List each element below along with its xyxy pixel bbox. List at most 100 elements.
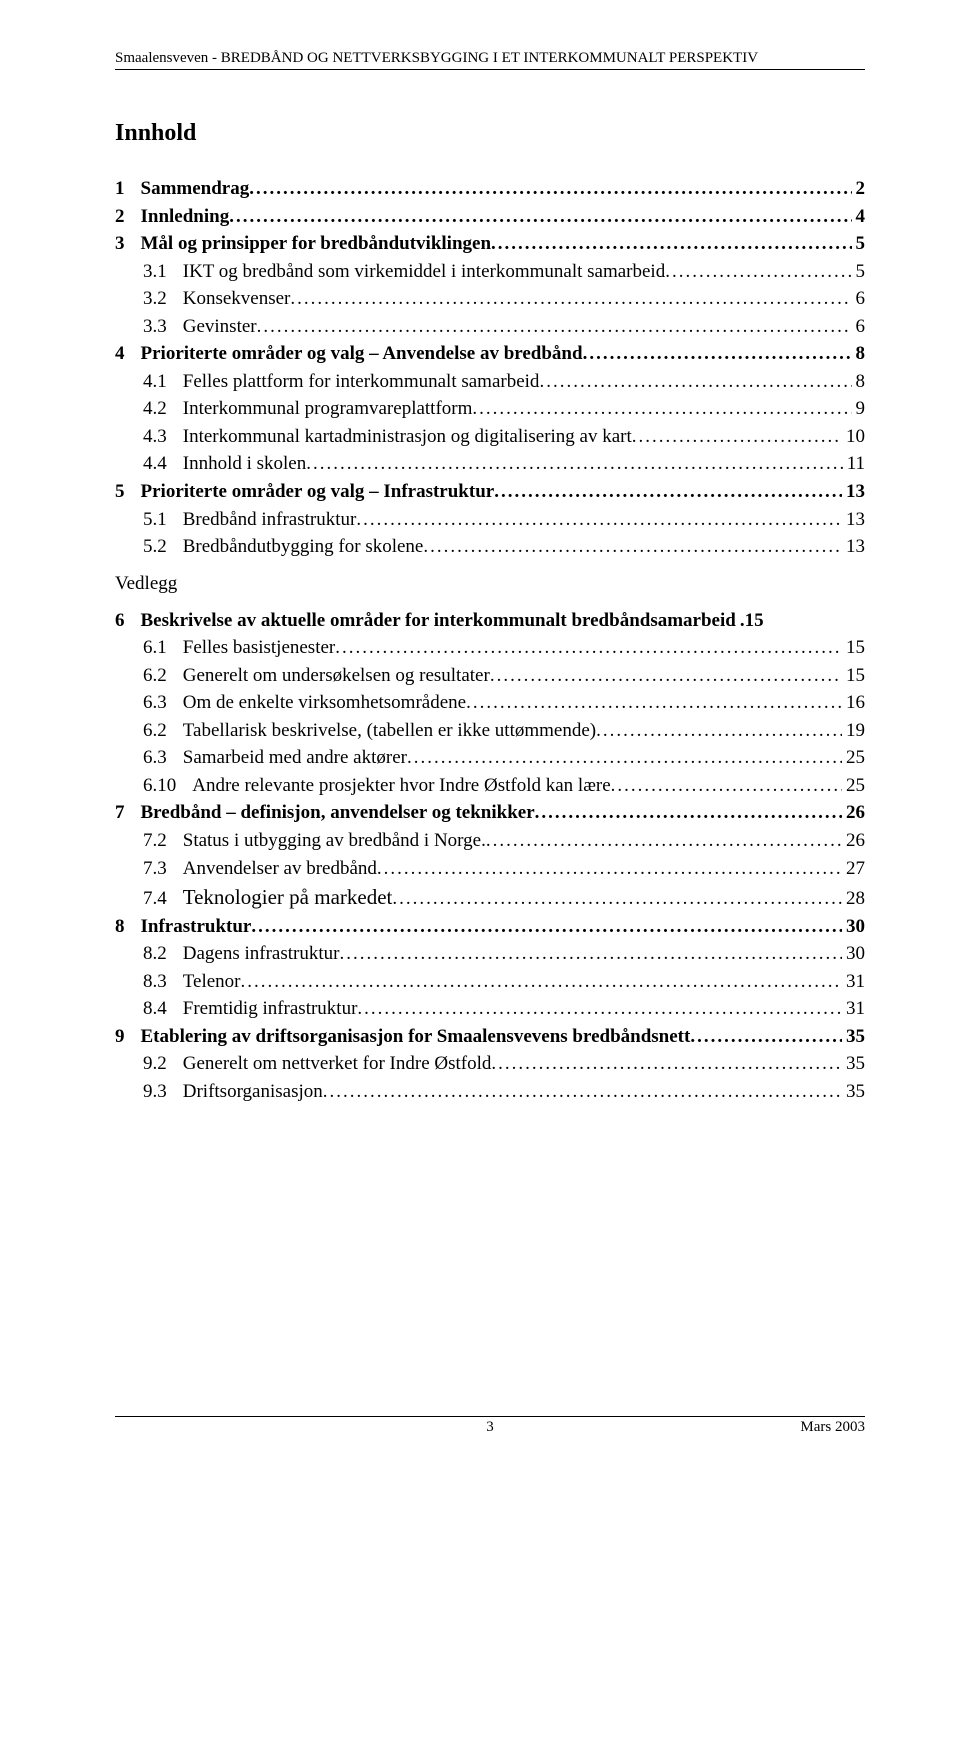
toc-text: Generelt om undersøkelsen og resultater — [183, 662, 490, 690]
toc-row: 3.1IKT og bredbånd som virkemiddel i int… — [115, 258, 865, 286]
toc-number: 7.4 — [143, 885, 183, 913]
toc-number: 7.2 — [143, 827, 183, 855]
toc-row: 8Infrastruktur30 — [115, 913, 865, 941]
toc-page: 19 — [842, 717, 865, 745]
toc-leader-dots — [486, 827, 842, 855]
toc-row: 9.3Driftsorganisasjon35 — [115, 1078, 865, 1106]
toc-row: 6.2Generelt om undersøkelsen og resultat… — [115, 662, 865, 690]
toc-number: 4 — [115, 340, 141, 368]
toc-row: 4Prioriterte områder og valg – Anvendels… — [115, 340, 865, 368]
toc-number: 4.2 — [143, 395, 183, 423]
toc-page: 35 — [842, 1023, 865, 1051]
toc-text: Prioriterte områder og valg – Infrastruk… — [141, 478, 495, 506]
toc-page: 26 — [842, 799, 865, 827]
toc-number: 4.3 — [143, 423, 183, 451]
toc-page: 9 — [852, 395, 866, 423]
toc-row: 7.4Teknologier på markedet28 — [115, 882, 865, 913]
toc-text: Sammendrag — [141, 175, 250, 203]
toc-text: Innhold i skolen — [183, 450, 307, 478]
toc-page: 4 — [852, 203, 866, 231]
footer-rule — [115, 1416, 865, 1417]
toc-number: 8 — [115, 913, 141, 941]
toc-page: .15 — [736, 607, 764, 635]
toc-page: 11 — [843, 450, 865, 478]
toc-number: 9.2 — [143, 1050, 183, 1078]
toc-number: 3.1 — [143, 258, 183, 286]
toc-number: 2 — [115, 203, 141, 231]
toc-number: 9.3 — [143, 1078, 183, 1106]
toc-leader-dots — [257, 313, 852, 341]
toc-number: 6.1 — [143, 634, 183, 662]
toc-number: 7.3 — [143, 855, 183, 883]
toc-row: 8.2Dagens infrastruktur 30 — [115, 940, 865, 968]
toc-section-2: 6Beskrivelse av aktuelle områder for int… — [115, 607, 865, 1106]
toc-text: Dagens infrastruktur — [183, 940, 340, 968]
toc-leader-dots — [229, 203, 851, 231]
toc-text: Interkommunal kartadministrasjon og digi… — [183, 423, 632, 451]
toc-leader-dots — [392, 885, 842, 913]
toc-number: 5.2 — [143, 533, 183, 561]
toc-leader-dots — [491, 230, 851, 258]
page-header: Smaalensveven - BREDBÅND OG NETTVERKSBYG… — [115, 50, 865, 67]
toc-row: 6.2Tabellarisk beskrivelse, (tabellen er… — [115, 717, 865, 745]
toc-page: 30 — [842, 940, 865, 968]
toc-row: 4.3Interkommunal kartadministrasjon og d… — [115, 423, 865, 451]
toc-page: 8 — [852, 340, 866, 368]
toc-leader-dots — [472, 395, 851, 423]
toc-row: 7.2Status i utbygging av bredbånd i Norg… — [115, 827, 865, 855]
page-footer: 3 Mars 2003 — [115, 1416, 865, 1436]
toc-number: 8.2 — [143, 940, 183, 968]
toc-text: Interkommunal programvareplattform — [183, 395, 473, 423]
toc-row: 2Innledning 4 — [115, 203, 865, 231]
toc-text: Felles plattform for interkommunalt sama… — [183, 368, 540, 396]
vedlegg-label: Vedlegg — [115, 573, 865, 595]
toc-text: Andre relevante prosjekter hvor Indre Øs… — [192, 772, 610, 800]
toc-page: 15 — [842, 634, 865, 662]
toc-number: 8.4 — [143, 995, 183, 1023]
toc-number: 5 — [115, 478, 141, 506]
toc-page: 5 — [852, 230, 866, 258]
toc-page: 31 — [842, 968, 865, 996]
toc-leader-dots — [339, 940, 842, 968]
toc-text: Prioriterte områder og valg – Anvendelse… — [141, 340, 583, 368]
toc-text: Anvendelser av bredbånd — [183, 855, 377, 883]
toc-leader-dots — [596, 717, 842, 745]
toc-row: 7.3Anvendelser av bredbånd27 — [115, 855, 865, 883]
toc-leader-dots — [490, 662, 842, 690]
toc-number: 3.3 — [143, 313, 183, 341]
toc-page: 26 — [842, 827, 865, 855]
toc-number: 7 — [115, 799, 141, 827]
toc-page: 2 — [852, 175, 866, 203]
toc-row: 4.4Innhold i skolen11 — [115, 450, 865, 478]
toc-page: 8 — [852, 368, 866, 396]
toc-text: Fremtidig infrastruktur — [183, 995, 358, 1023]
header-rule — [115, 69, 865, 70]
toc-row: 7Bredbånd – definisjon, anvendelser og t… — [115, 799, 865, 827]
toc-leader-dots — [335, 634, 842, 662]
toc-leader-dots — [357, 995, 842, 1023]
toc-text: Innledning — [141, 203, 230, 231]
toc-page: 6 — [852, 285, 866, 313]
toc-page: 28 — [842, 885, 865, 913]
toc-leader-dots — [632, 423, 842, 451]
toc-page: 35 — [842, 1050, 865, 1078]
toc-number: 3 — [115, 230, 141, 258]
toc-text: Beskrivelse av aktuelle områder for inte… — [141, 607, 736, 635]
toc-row: 9.2Generelt om nettverket for Indre Østf… — [115, 1050, 865, 1078]
toc-row: 6.3Om de enkelte virksomhetsområdene16 — [115, 689, 865, 717]
toc-leader-dots — [611, 772, 842, 800]
toc-text: Infrastruktur — [141, 913, 252, 941]
toc-page: 35 — [842, 1078, 865, 1106]
toc-number: 8.3 — [143, 968, 183, 996]
toc-text: Mål og prinsipper for bredbåndutviklinge… — [141, 230, 492, 258]
toc-text: Samarbeid med andre aktører — [183, 744, 407, 772]
toc-text: IKT og bredbånd som virkemiddel i interk… — [183, 258, 665, 286]
toc-row: 6.10Andre relevante prosjekter hvor Indr… — [115, 772, 865, 800]
toc-page: 13 — [842, 533, 865, 561]
toc-leader-dots — [491, 1050, 842, 1078]
toc-row: 3Mål og prinsipper for bredbåndutvikling… — [115, 230, 865, 258]
toc-text: Felles basistjenester — [183, 634, 336, 662]
toc-leader-dots — [241, 968, 842, 996]
toc-row: 6.1Felles basistjenester 15 — [115, 634, 865, 662]
toc-page: 13 — [842, 478, 865, 506]
